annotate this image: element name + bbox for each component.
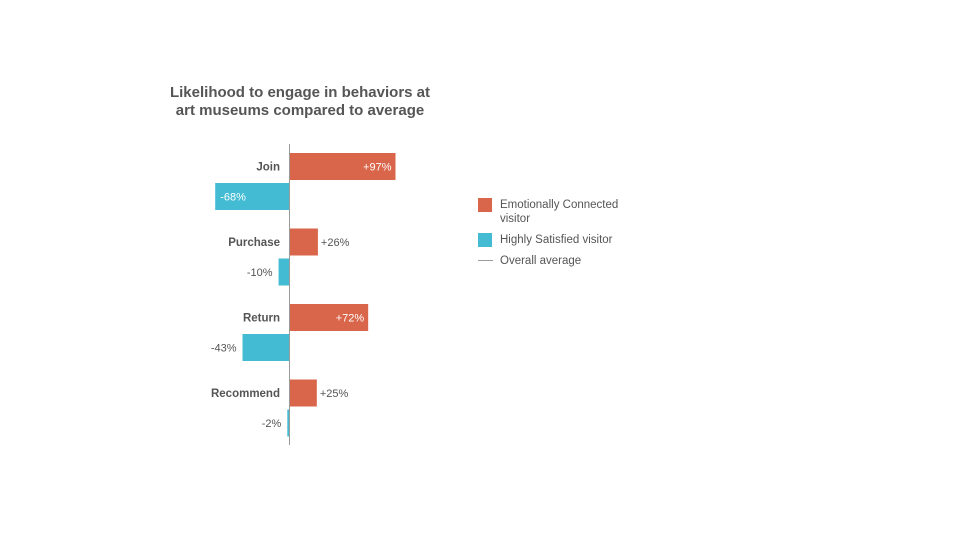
legend-line-overall-average [478, 260, 493, 261]
legend: Emotionally Connected visitor Highly Sat… [478, 198, 648, 275]
legend-item-emotionally-connected: Emotionally Connected visitor [478, 198, 648, 226]
bar-purchase-series-2 [278, 258, 290, 286]
data-label-join-series-2: -68% [220, 192, 246, 204]
data-label-purchase-series-1: +26% [321, 237, 350, 249]
data-label-join-series-1: +97% [363, 162, 392, 174]
chart-title-line-2: art museums compared to average [175, 102, 425, 119]
category-label-recommend: Recommend [211, 388, 280, 400]
data-label-purchase-series-2: -10% [247, 267, 273, 279]
bar-recommend-series-2 [287, 409, 290, 437]
bar-join-series-1 [289, 153, 396, 180]
bar-return-series-2 [242, 334, 290, 361]
category-label-purchase: Purchase [228, 237, 280, 249]
data-label-recommend-series-2: -2% [262, 418, 282, 430]
legend-swatch-emotionally-connected [478, 198, 492, 212]
legend-item-overall-average: Overall average [478, 254, 648, 268]
legend-label-line-2: visitor [500, 213, 531, 225]
legend-label-line-1: Emotionally Connected [500, 199, 619, 211]
category-label-join: Join [256, 162, 280, 174]
legend-item-highly-satisfied: Highly Satisfied visitor [478, 233, 648, 247]
category-label-return: Return [243, 313, 280, 325]
chart-title: Likelihood to engage in behaviors at art… [160, 84, 440, 120]
bar-purchase-series-1 [289, 228, 318, 256]
legend-label: Overall average [500, 255, 582, 267]
chart-title-line-1: Likelihood to engage in behaviors at [169, 84, 431, 101]
legend-swatch-highly-satisfied [478, 233, 492, 247]
data-label-return-series-2: -43% [211, 343, 237, 355]
bar-join-series-2 [215, 183, 290, 210]
legend-label: Highly Satisfied visitor [500, 234, 613, 246]
bar-return-series-1 [289, 304, 369, 331]
data-label-return-series-1: +72% [336, 313, 365, 325]
data-label-recommend-series-1: +25% [320, 388, 349, 400]
bar-recommend-series-1 [289, 379, 317, 407]
